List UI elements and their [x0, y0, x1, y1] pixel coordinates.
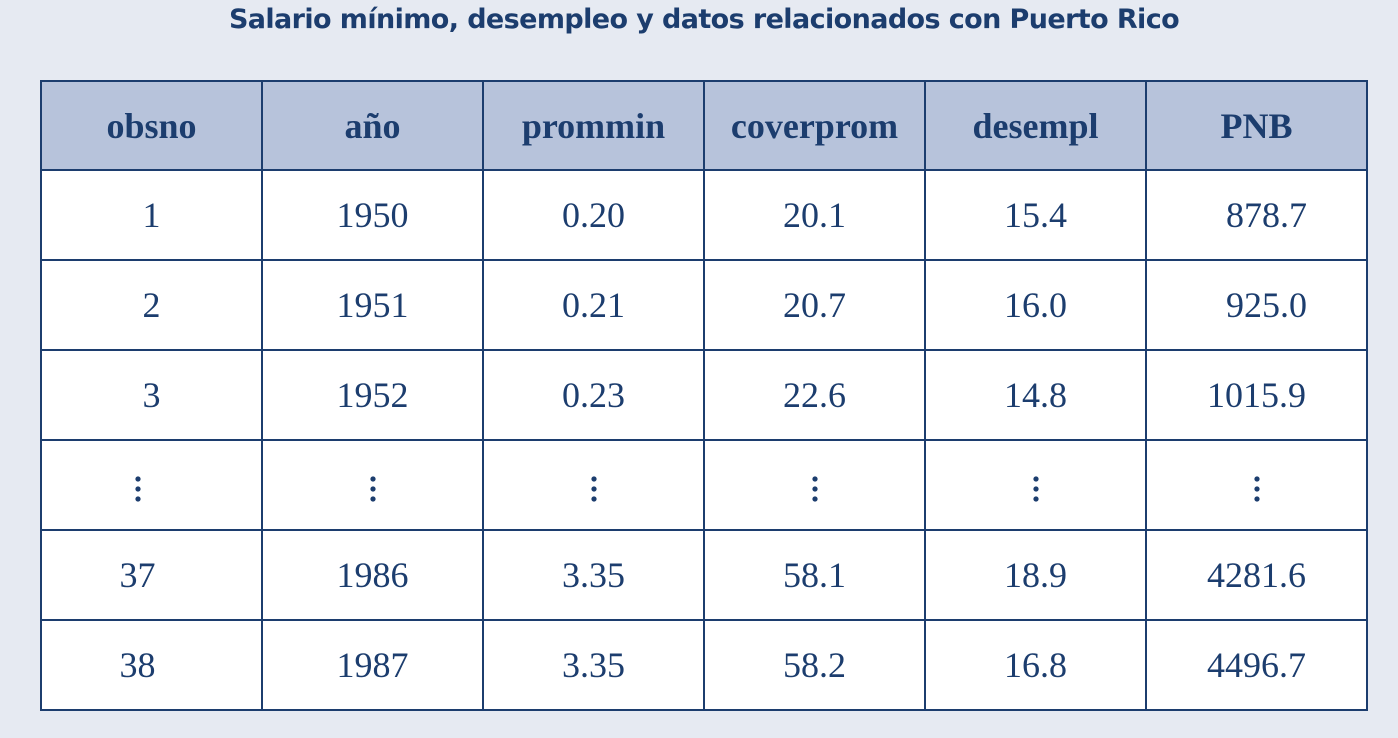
table-cell: 3.35 — [482, 619, 705, 711]
ellipsis-row — [40, 439, 1368, 531]
table-cell: 1015.9 — [1145, 349, 1368, 441]
table-row: 2 1951 0.21 20.7 16.0 925.0 — [40, 259, 1368, 351]
cell-value: 37 — [119, 555, 156, 595]
table-cell: 2 — [40, 259, 263, 351]
table-cell: 1987 — [261, 619, 484, 711]
table-cell: 4496.7 — [1145, 619, 1368, 711]
table-cell: 20.1 — [703, 169, 926, 261]
table-cell: 20.7 — [703, 259, 926, 351]
table-cell: 3 — [40, 349, 263, 441]
vertical-ellipsis-icon — [811, 473, 818, 504]
table-title: Salario mínimo, desempleo y datos relaci… — [228, 4, 1180, 35]
table-cell: 22.6 — [703, 349, 926, 441]
table-cell: 1950 — [261, 169, 484, 261]
table-row: 37 1986 3.35 58.1 18.9 4281.6 — [40, 529, 1368, 621]
header-row: obsno año prommin coverprom desempl PNB — [40, 80, 1368, 171]
vertical-ellipsis-icon — [590, 473, 597, 504]
puerto-rico-data-table: obsno año prommin coverprom desempl PNB … — [40, 80, 1368, 711]
table-cell: 1951 — [261, 259, 484, 351]
table-cell: 38 — [40, 619, 263, 711]
column-header-desempl: desempl — [924, 80, 1147, 171]
table-cell: 1952 — [261, 349, 484, 441]
table-cell: 58.1 — [703, 529, 926, 621]
table-cell: 14.8 — [924, 349, 1147, 441]
table-cell — [924, 439, 1147, 531]
table-cell — [482, 439, 705, 531]
table-cell: 15.4 — [924, 169, 1147, 261]
cell-value: 38 — [119, 645, 156, 685]
column-header-obsno: obsno — [40, 80, 263, 171]
table-row: 3 1952 0.23 22.6 14.8 1015.9 — [40, 349, 1368, 441]
table-cell: 925.0 — [1145, 259, 1368, 351]
table-cell: 3.35 — [482, 529, 705, 621]
cell-value: 925.0 — [1226, 285, 1307, 325]
table-cell: 4281.6 — [1145, 529, 1368, 621]
table-cell: 16.8 — [924, 619, 1147, 711]
column-header-coverprom: coverprom — [703, 80, 926, 171]
table-cell: 0.20 — [482, 169, 705, 261]
table-row: 38 1987 3.35 58.2 16.8 4496.7 — [40, 619, 1368, 711]
table-cell: 18.9 — [924, 529, 1147, 621]
table-cell: 1 — [40, 169, 263, 261]
table-cell: 37 — [40, 529, 263, 621]
vertical-ellipsis-icon — [134, 473, 141, 504]
table-cell — [1145, 439, 1368, 531]
vertical-ellipsis-icon — [1253, 473, 1260, 504]
table-cell: 0.23 — [482, 349, 705, 441]
column-header-pnb: PNB — [1145, 80, 1368, 171]
cell-value: 878.7 — [1226, 195, 1307, 235]
table-cell: 58.2 — [703, 619, 926, 711]
table-cell — [261, 439, 484, 531]
table-row: 1 1950 0.20 20.1 15.4 878.7 — [40, 169, 1368, 261]
table-cell — [703, 439, 926, 531]
table-cell: 16.0 — [924, 259, 1147, 351]
column-header-prommin: prommin — [482, 80, 705, 171]
table-cell: 0.21 — [482, 259, 705, 351]
vertical-ellipsis-icon — [369, 473, 376, 504]
table-cell: 1986 — [261, 529, 484, 621]
vertical-ellipsis-icon — [1032, 473, 1039, 504]
table-cell: 878.7 — [1145, 169, 1368, 261]
column-header-year: año — [261, 80, 484, 171]
table-cell — [40, 439, 263, 531]
